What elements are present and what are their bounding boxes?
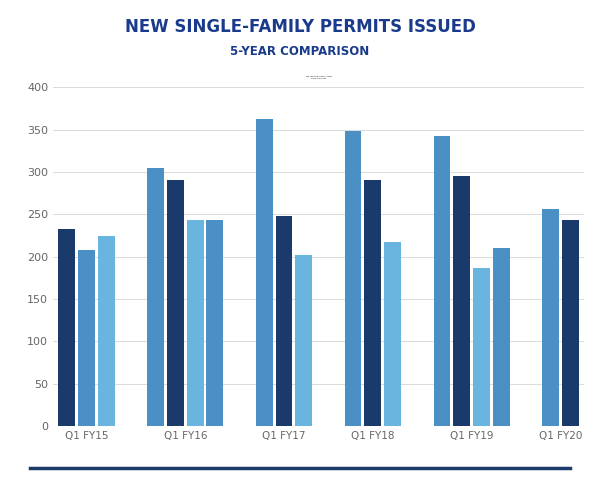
Text: NEW SINGLE-FAMILY PERMITS ISSUED: NEW SINGLE-FAMILY PERMITS ISSUED: [125, 18, 475, 36]
Bar: [562, 220, 578, 426]
Bar: [542, 209, 559, 426]
Bar: [187, 220, 203, 426]
Bar: [434, 136, 451, 426]
Bar: [98, 236, 115, 426]
Text: 5-YEAR COMPARISON: 5-YEAR COMPARISON: [230, 45, 370, 58]
Bar: [493, 248, 509, 426]
Bar: [275, 216, 292, 426]
Bar: [384, 242, 401, 426]
Bar: [147, 168, 164, 426]
Bar: [344, 131, 361, 426]
Bar: [78, 250, 95, 426]
Bar: [206, 220, 223, 426]
Bar: [453, 176, 470, 426]
Bar: [473, 269, 490, 426]
Title: NEW SINGLE-FAMILY PERMITS ISSUED
5-YEAR COMPARISON: NEW SINGLE-FAMILY PERMITS ISSUED 5-YEAR …: [305, 76, 332, 79]
Bar: [256, 120, 272, 426]
Bar: [167, 180, 184, 426]
Bar: [295, 255, 312, 426]
Bar: [364, 180, 381, 426]
Bar: [58, 229, 75, 426]
